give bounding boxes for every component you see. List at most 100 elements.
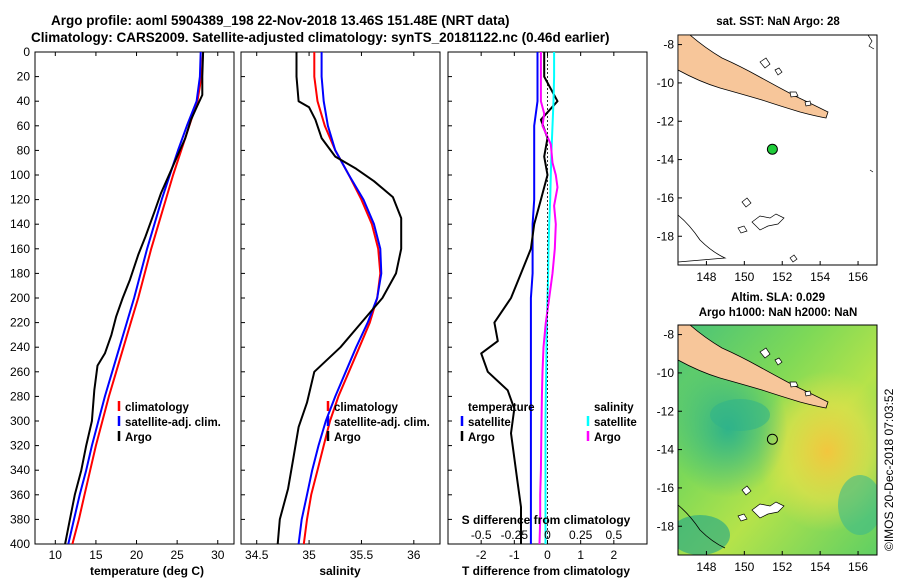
legend-temperature-title: temperature [468,402,534,414]
x-tick-label: 25 [170,548,184,562]
lon-tick-label: 152 [772,560,792,574]
x-tick-label: 1 [577,548,584,562]
depth-tick-label: 20 [17,70,31,84]
sst-map-coast [678,35,875,263]
lat-tick-label: -10 [657,366,675,380]
sla-map-field [678,325,877,555]
lon-tick-label: 150 [734,270,754,284]
sla-map-frame [677,324,878,556]
lat-tick-label: -12 [657,404,675,418]
lon-tick-label: 156 [848,560,868,574]
lat-tick-label: -12 [657,114,675,128]
temperature-legend: climatology satellite-adj. clim. Argo [117,401,221,444]
sla-map-title-1: Altim. SLA: 0.029 [731,292,825,304]
lat-tick-label: -8 [663,38,674,52]
x-tick-label: 35.5 [350,548,374,562]
depth-tick-label: 60 [17,119,31,133]
difference-legend: temperature satellite Argo salinity sate… [460,402,637,444]
series-line-salinity-argo [538,52,559,544]
sst-map-axes: 148 150 152 154 156 -8 -10 -12 -14 -16 -18 [657,38,869,284]
difference-xlabel: T difference from climatology [462,564,630,578]
x-tick-label: 30 [211,548,225,562]
lat-tick-label: -10 [657,76,675,90]
series-line-climatology [71,52,205,544]
sst-map-title: sat. SST: NaN Argo: 28 [716,16,840,28]
x-tick-label: 2 [610,548,617,562]
x-tick-label: -1 [509,548,520,562]
lon-tick-label: 148 [696,560,716,574]
argo-location-marker [766,143,778,155]
depth-tick-label: 0 [23,45,30,59]
series-line-argo [276,52,403,544]
legend-t-satellite: satellite [468,417,511,429]
depth-tick-label: 140 [10,217,30,231]
depth-tick-label: 380 [10,512,30,526]
legend-salinity-title: salinity [594,402,634,414]
salinity-diff-ticks: -0.5 -0.25 0 0.25 0.5 [471,528,623,542]
legend-s-argo: Argo [594,432,621,444]
series-line-satellite-adj-clim- [297,52,383,544]
temperature-series [64,52,205,544]
s-diff-tick-label: 0.25 [569,528,593,542]
salinity-xlabel: salinity [319,564,361,578]
series-line-argo [64,52,205,544]
title-line-1: Argo profile: aoml 5904389_198 22-Nov-20… [51,13,509,28]
islands-east [867,35,875,173]
sla-map-title-2: Argo h1000: NaN h2000: NaN [699,307,858,319]
legend-argo: Argo [125,432,152,444]
depth-tick-label: 120 [10,193,30,207]
x-tick-label: 36 [407,548,421,562]
s-diff-tick-label: 0 [544,528,551,542]
depth-tick-label: 180 [10,266,30,280]
depth-tick-label: 220 [10,316,30,330]
legend-climatology: climatology [125,402,190,414]
x-tick-label: -2 [476,548,487,562]
x-tick-label: 0 [544,548,551,562]
difference-series [480,52,559,544]
lon-tick-label: 148 [696,270,716,284]
lat-tick-label: -18 [657,519,675,533]
depth-tick-label: 200 [10,291,30,305]
lat-tick-label: -18 [657,229,675,243]
series-line-satellite-adj-clim- [67,52,202,544]
legend-argo: Argo [334,432,361,444]
salinity-series [276,52,403,544]
argo-location-marker [766,433,778,445]
x-tick-label: 35 [302,548,316,562]
legend-satellite: satellite-adj. clim. [125,417,221,429]
s-diff-tick-label: -0.5 [471,528,492,542]
lon-tick-label: 154 [810,560,830,574]
salinity-plot-frame [240,51,441,545]
depth-tick-label: 100 [10,168,30,182]
depth-tick-label: 300 [10,414,30,428]
x-tick-label: 34.5 [245,548,269,562]
x-tick-label: 20 [130,548,144,562]
legend-climatology: climatology [334,402,399,414]
islands [759,57,812,107]
series-line-climatology [302,52,382,544]
x-tick-label: 10 [49,548,63,562]
x-tick-label: 15 [89,548,103,562]
depth-tick-label: 240 [10,340,30,354]
lat-tick-label: -8 [663,328,674,342]
islands-south [737,197,798,263]
legend-t-argo: Argo [468,432,495,444]
s-diff-tick-label: -0.25 [501,528,529,542]
lat-tick-label: -14 [657,443,675,457]
depth-tick-label: 40 [17,94,31,108]
temperature-x-axis: 10 15 20 25 30 [49,52,225,562]
depth-axis: 0 20 40 60 80 100 120 140 160 180 200 220 240 260 280 3… [10,45,452,551]
depth-tick-label: 160 [10,242,30,256]
salinity-x-axis: 34.5 35 35.5 36 [245,52,421,562]
depth-tick-label: 340 [10,463,30,477]
lat-tick-label: -14 [657,153,675,167]
depth-tick-label: 400 [10,537,30,551]
depth-tick-label: 80 [17,143,31,157]
land-png [678,35,829,119]
depth-tick-label: 360 [10,488,30,502]
lon-tick-label: 152 [772,270,792,284]
title-line-2: Climatology: CARS2009. Satellite-adjuste… [31,30,609,45]
s-diff-tick-label: 0.5 [605,528,622,542]
coastline-south [678,214,727,263]
